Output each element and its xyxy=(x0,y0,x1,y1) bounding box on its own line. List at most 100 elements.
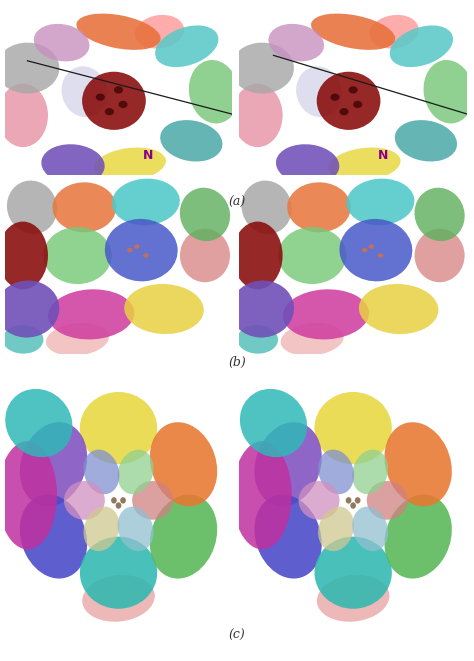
Ellipse shape xyxy=(384,422,452,506)
Ellipse shape xyxy=(278,227,346,284)
Ellipse shape xyxy=(83,506,119,551)
Ellipse shape xyxy=(135,15,184,48)
Ellipse shape xyxy=(53,182,116,232)
Ellipse shape xyxy=(114,86,123,93)
Ellipse shape xyxy=(346,178,414,225)
Ellipse shape xyxy=(120,497,126,504)
Ellipse shape xyxy=(20,494,87,578)
Ellipse shape xyxy=(318,506,354,551)
Ellipse shape xyxy=(118,506,154,551)
Ellipse shape xyxy=(41,144,105,184)
Text: N: N xyxy=(143,149,153,162)
Ellipse shape xyxy=(368,245,374,249)
Ellipse shape xyxy=(348,86,358,93)
Ellipse shape xyxy=(180,229,230,282)
Ellipse shape xyxy=(127,248,133,253)
Ellipse shape xyxy=(5,389,73,457)
Ellipse shape xyxy=(0,83,48,147)
Ellipse shape xyxy=(367,481,408,520)
Ellipse shape xyxy=(395,120,457,161)
Ellipse shape xyxy=(180,188,230,241)
Text: (b): (b) xyxy=(228,356,246,369)
Ellipse shape xyxy=(287,182,351,232)
Ellipse shape xyxy=(355,497,361,504)
Ellipse shape xyxy=(20,422,87,506)
Ellipse shape xyxy=(64,481,105,520)
Ellipse shape xyxy=(82,71,146,130)
Ellipse shape xyxy=(105,108,114,115)
Ellipse shape xyxy=(352,506,388,551)
Ellipse shape xyxy=(296,66,342,117)
Ellipse shape xyxy=(350,502,356,509)
Ellipse shape xyxy=(268,24,324,61)
Ellipse shape xyxy=(352,449,388,494)
Ellipse shape xyxy=(299,481,339,520)
Ellipse shape xyxy=(281,323,344,356)
Text: (a): (a) xyxy=(228,196,246,209)
Ellipse shape xyxy=(76,14,161,50)
Ellipse shape xyxy=(328,147,401,181)
Ellipse shape xyxy=(314,537,392,609)
Ellipse shape xyxy=(124,284,204,334)
Ellipse shape xyxy=(346,497,351,504)
Ellipse shape xyxy=(317,575,390,622)
Ellipse shape xyxy=(0,221,48,290)
Ellipse shape xyxy=(230,280,294,338)
Ellipse shape xyxy=(94,147,166,181)
Ellipse shape xyxy=(276,144,339,184)
Ellipse shape xyxy=(311,14,395,50)
Ellipse shape xyxy=(255,494,322,578)
Ellipse shape xyxy=(339,219,412,282)
Ellipse shape xyxy=(378,253,383,258)
Ellipse shape xyxy=(189,60,239,124)
Ellipse shape xyxy=(7,180,57,234)
Ellipse shape xyxy=(317,71,381,130)
Ellipse shape xyxy=(83,449,119,494)
Ellipse shape xyxy=(80,392,157,464)
Ellipse shape xyxy=(242,180,292,234)
Ellipse shape xyxy=(150,422,217,506)
Ellipse shape xyxy=(362,248,367,253)
Ellipse shape xyxy=(318,449,354,494)
Ellipse shape xyxy=(233,221,283,290)
Ellipse shape xyxy=(240,389,307,457)
Ellipse shape xyxy=(339,108,348,115)
Ellipse shape xyxy=(80,537,157,609)
Ellipse shape xyxy=(105,219,178,282)
Ellipse shape xyxy=(233,83,283,147)
Ellipse shape xyxy=(283,290,369,340)
Ellipse shape xyxy=(160,120,222,161)
Ellipse shape xyxy=(370,15,419,48)
Ellipse shape xyxy=(390,25,453,67)
Ellipse shape xyxy=(0,42,59,94)
Ellipse shape xyxy=(150,494,217,578)
Ellipse shape xyxy=(82,575,155,622)
Ellipse shape xyxy=(314,392,392,464)
Ellipse shape xyxy=(48,290,134,340)
Ellipse shape xyxy=(46,323,109,356)
Ellipse shape xyxy=(0,280,59,338)
Ellipse shape xyxy=(116,502,121,509)
Ellipse shape xyxy=(384,494,452,578)
Ellipse shape xyxy=(359,284,438,334)
Ellipse shape xyxy=(132,481,173,520)
Ellipse shape xyxy=(155,25,219,67)
Ellipse shape xyxy=(34,24,90,61)
Ellipse shape xyxy=(2,325,44,354)
Ellipse shape xyxy=(62,66,107,117)
Ellipse shape xyxy=(134,245,139,249)
Ellipse shape xyxy=(118,449,154,494)
Ellipse shape xyxy=(423,60,474,124)
Ellipse shape xyxy=(44,227,112,284)
Text: (c): (c) xyxy=(228,629,246,642)
Ellipse shape xyxy=(233,441,292,549)
Text: N: N xyxy=(377,149,388,162)
Ellipse shape xyxy=(415,229,465,282)
Ellipse shape xyxy=(353,100,362,108)
Ellipse shape xyxy=(0,441,57,549)
Ellipse shape xyxy=(230,42,294,94)
Ellipse shape xyxy=(255,422,322,506)
Ellipse shape xyxy=(143,253,149,258)
Ellipse shape xyxy=(414,188,465,241)
Ellipse shape xyxy=(112,178,180,225)
